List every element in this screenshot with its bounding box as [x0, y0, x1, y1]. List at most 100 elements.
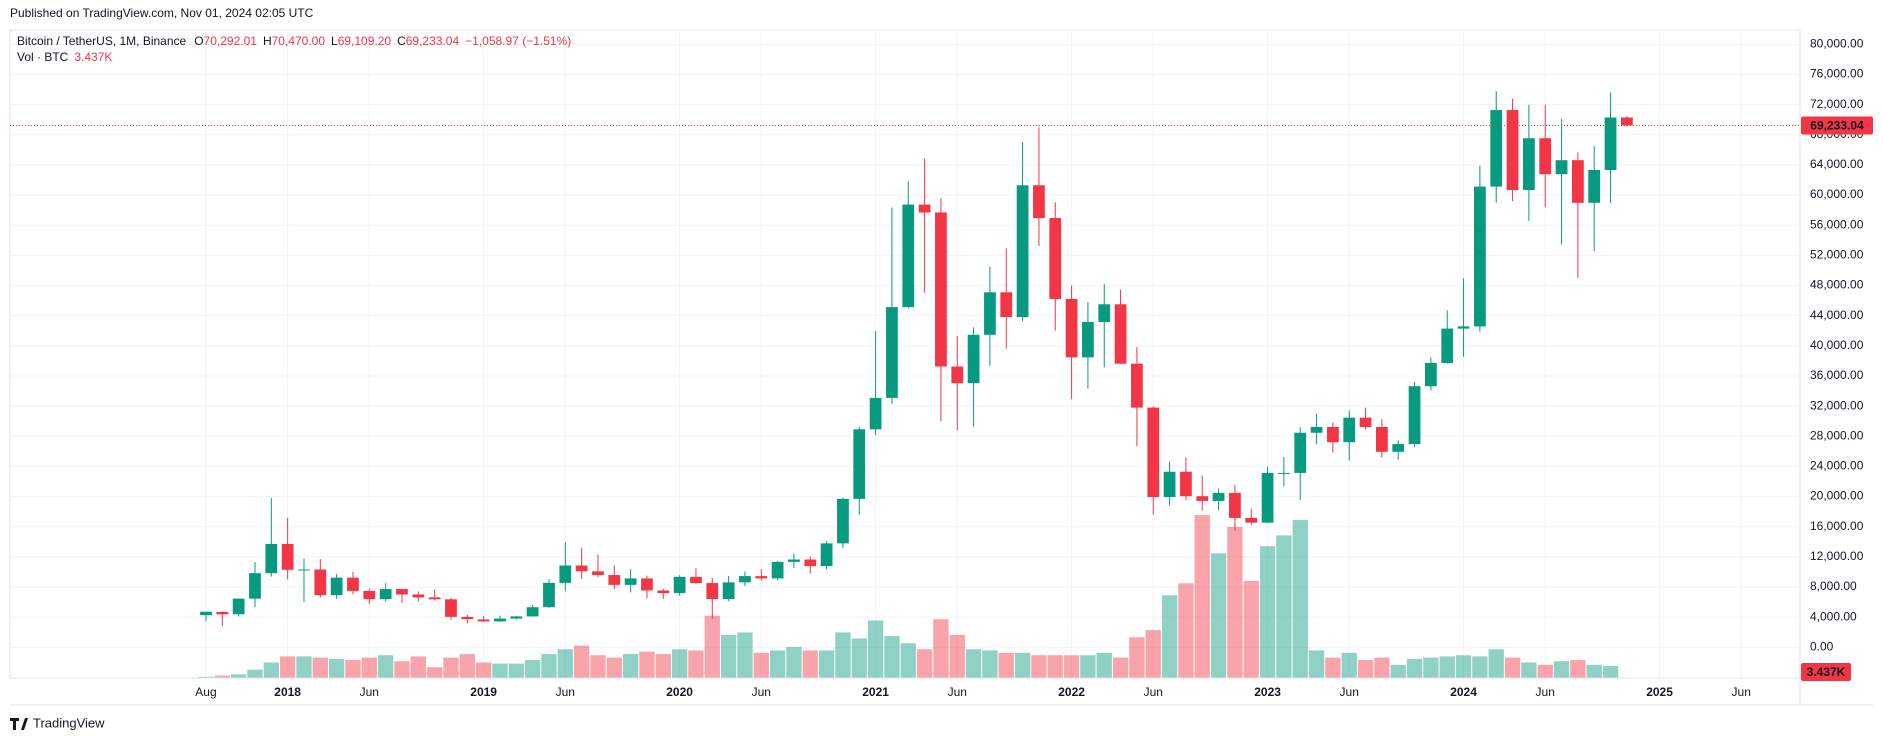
candle-body	[918, 204, 931, 213]
candle-body	[1621, 117, 1633, 126]
candle-body	[445, 599, 457, 617]
candle-body	[1180, 471, 1192, 497]
volume-bar	[965, 649, 982, 678]
volume-bar	[737, 632, 753, 678]
x-tick-label: 2021	[862, 685, 889, 699]
candle-body	[1049, 218, 1062, 299]
ohlc-key: C	[397, 34, 406, 48]
candle-body	[396, 589, 408, 595]
volume-bar	[1537, 664, 1553, 678]
candle-body	[690, 576, 702, 584]
volume-bar	[1341, 652, 1357, 678]
candle-body	[1490, 110, 1503, 187]
y-tick-label: 4,000.00	[1810, 609, 1857, 623]
candle-body	[1196, 496, 1209, 501]
candle-body	[984, 292, 996, 335]
ohlc-value: 70,470.00	[272, 34, 326, 48]
volume-bar	[606, 657, 622, 678]
candle-body	[592, 571, 604, 576]
candle-body	[1261, 473, 1274, 523]
x-tick-label: 2024	[1450, 685, 1477, 699]
volume-bar	[410, 656, 426, 678]
candle-body	[771, 561, 784, 579]
volume-bar	[998, 652, 1014, 678]
volume-bar	[541, 654, 557, 678]
x-tick-label: 2023	[1254, 685, 1281, 699]
volume-bar	[1553, 661, 1570, 678]
y-tick-label: 60,000.00	[1810, 187, 1864, 201]
volume-bar	[1488, 649, 1504, 678]
candle-body	[902, 204, 915, 308]
candle-body	[363, 590, 376, 600]
x-tick-label: Jun	[360, 685, 379, 699]
volume-bar	[377, 655, 394, 678]
y-tick-label: 72,000.00	[1810, 97, 1864, 111]
logo-mark	[10, 718, 28, 730]
candle-body	[641, 578, 653, 591]
x-tick-label: Jun	[1536, 685, 1555, 699]
candle-body	[1163, 471, 1176, 498]
volume-bar	[835, 632, 851, 678]
volume-bar	[263, 662, 279, 678]
candle-body	[951, 366, 964, 384]
x-tick-label: Jun	[1340, 685, 1359, 699]
volume-bar	[1308, 650, 1325, 678]
price-badge-label: 69,233.04	[1810, 119, 1864, 133]
volume-bar	[590, 655, 606, 678]
volume-bar	[443, 657, 459, 678]
volume-bar	[328, 658, 345, 678]
y-tick-label: 32,000.00	[1810, 398, 1864, 412]
candle-body	[1016, 185, 1029, 318]
volume-bar	[312, 657, 328, 678]
x-tick-label: Jun	[556, 685, 575, 699]
y-tick-label: 48,000.00	[1810, 278, 1864, 292]
candle-body	[461, 616, 474, 620]
volume-bar	[361, 657, 377, 678]
candle-body	[249, 573, 261, 599]
volume-bar	[1325, 657, 1341, 678]
footer-brand: TradingView	[33, 715, 105, 730]
candle-body	[1000, 292, 1013, 317]
volume-bar	[296, 656, 312, 678]
volume-bar	[279, 656, 296, 678]
candle-body	[1359, 417, 1372, 427]
symbol-title: Bitcoin / TetherUS, 1M, Binance	[17, 34, 187, 48]
y-tick-label: 44,000.00	[1810, 308, 1864, 322]
y-tick-label: 20,000.00	[1810, 489, 1864, 503]
volume-bar	[1080, 655, 1096, 678]
volume-bar	[1602, 666, 1619, 678]
volume-bar	[671, 649, 688, 678]
y-tick-label: 16,000.00	[1810, 519, 1864, 533]
volume-bar	[524, 660, 541, 678]
candle-body	[837, 498, 849, 544]
volume-bar	[1178, 583, 1194, 678]
candle-body	[1245, 517, 1258, 523]
candle-body	[722, 582, 735, 599]
volume-bar	[1504, 657, 1521, 678]
volume-bar	[1129, 637, 1145, 678]
candle-body	[739, 576, 751, 583]
volume-bar	[1455, 655, 1472, 678]
volume-bar	[933, 619, 949, 678]
volume-bar	[1243, 580, 1259, 678]
candle-body	[1131, 363, 1143, 408]
candle-body	[1327, 426, 1339, 443]
candle-body	[1212, 492, 1225, 501]
ohlc-value: 69,109.20	[338, 34, 392, 48]
y-tick-label: 80,000.00	[1810, 36, 1864, 50]
change: −1,058.97 (−1.51%)	[465, 34, 571, 48]
volume-bar	[867, 620, 884, 678]
candle-body	[1506, 110, 1519, 191]
volume-bar	[459, 654, 475, 678]
volume-bar	[622, 654, 639, 678]
volume-bar	[247, 669, 263, 678]
volume-bar	[1357, 660, 1374, 678]
publish-note: Published on TradingView.com, Nov 01, 20…	[10, 6, 314, 20]
volume-bar	[1063, 655, 1080, 678]
candle-body	[1474, 186, 1486, 327]
candle-body	[314, 569, 327, 596]
volume-bar	[786, 646, 802, 678]
volume-bar	[492, 663, 508, 678]
volume-title: Vol · BTC	[17, 50, 69, 64]
